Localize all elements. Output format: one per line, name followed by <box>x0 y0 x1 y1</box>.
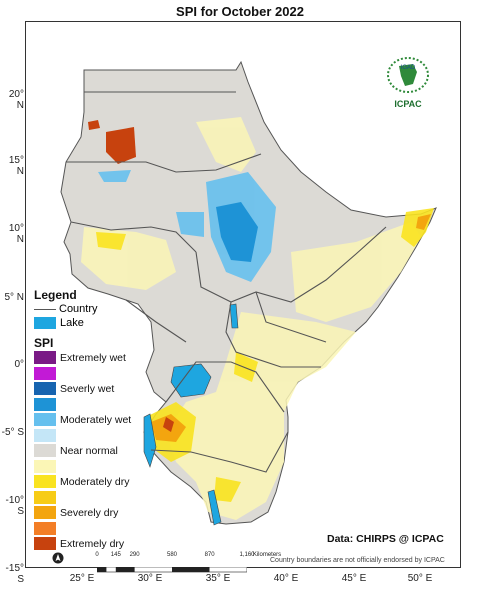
scale-tick-label: 580 <box>166 552 178 558</box>
spi-pale-yellow-zones <box>81 117 421 520</box>
data-source: Data: CHIRPS @ ICPAC <box>327 533 444 545</box>
north-arrow-icon <box>52 552 64 564</box>
spi-class-swatch <box>34 475 56 489</box>
legend-country: Country <box>34 302 166 316</box>
spi-class-row: Moderately dry <box>34 474 166 490</box>
spi-class-swatch <box>34 521 56 535</box>
spi-class-label: Severely dry <box>60 506 119 519</box>
map-frame <box>25 21 461 568</box>
spi-severely-wet-zones <box>216 202 258 262</box>
lat-label: -15° S <box>5 563 24 585</box>
lake-victoria <box>170 363 212 398</box>
logo-label: ICPAC <box>394 99 422 109</box>
logo-org-text: IGAD <box>401 65 416 71</box>
lon-label: 30° E <box>137 573 163 584</box>
legend-lake: Lake <box>34 316 166 330</box>
spi-class-row: Severly wet <box>34 381 166 397</box>
lake-malawi <box>207 489 222 526</box>
spi-class-swatch <box>34 351 56 365</box>
scale-tick-label: 1,160 <box>239 552 255 558</box>
spi-class-label: Moderately dry <box>60 475 130 488</box>
spi-class-swatch <box>34 459 56 473</box>
legend-lake-label: Lake <box>60 317 84 329</box>
lake-swatch <box>34 317 56 329</box>
spi-class-row <box>34 521 166 537</box>
spi-class-row: Near normal <box>34 443 166 459</box>
lat-label: -10° S <box>5 495 24 517</box>
spi-class-label: Severly wet <box>60 382 115 395</box>
lake-tanganyika <box>143 413 157 468</box>
scale-tick-label: 290 <box>129 552 140 558</box>
spi-class-swatch <box>34 382 56 396</box>
spi-class-row <box>34 397 166 413</box>
spi-map <box>60 60 437 526</box>
spi-class-swatch <box>34 428 56 442</box>
igad-logo-icon: IGAD <box>387 57 429 93</box>
spi-class-swatch <box>34 413 56 427</box>
spi-class-row: Moderately wet <box>34 412 166 428</box>
lat-label: 15° N <box>8 155 24 177</box>
lat-label: 5° N <box>4 292 24 303</box>
spi-class-label: Near normal <box>60 444 118 457</box>
map-legend: Legend Country Lake SPI Extremely wet Sev… <box>34 288 166 552</box>
scale-tick-label: 145 <box>110 552 121 558</box>
igad-logo: IGAD ICPAC <box>382 56 434 109</box>
spi-class-label: Extremely dry <box>60 537 125 550</box>
spi-class-row: Extremely dry <box>34 536 166 552</box>
legend-heading: Legend <box>34 288 77 302</box>
lon-label: 45° E <box>341 573 367 584</box>
scale-ticks: 0 145 290 580 870 1,160 Kilometers <box>95 552 281 560</box>
spi-class-row: Extremely wet <box>34 350 166 366</box>
scale-bar-graphic <box>96 566 248 573</box>
spi-class-label: Extremely wet <box>60 351 126 364</box>
spi-class-swatch <box>34 397 56 411</box>
scale-tick-label: 870 <box>204 552 215 558</box>
lat-label: 20° N <box>8 89 24 111</box>
spi-heading: SPI <box>34 336 54 350</box>
lake-turkana <box>229 303 239 329</box>
scale-tick-label: 0 <box>95 552 99 558</box>
lon-label: 25° E <box>69 573 95 584</box>
spi-extremely-dry-zones <box>88 120 174 432</box>
lat-label: 0° <box>14 359 24 370</box>
spi-class-list: Extremely wet Severly wet Moderately wet Ne… <box>34 350 166 552</box>
scale-unit-label: Kilometers <box>252 552 282 558</box>
country-line-icon <box>34 308 56 310</box>
land-area <box>60 60 437 525</box>
lakes <box>143 303 239 526</box>
spi-class-swatch <box>34 366 56 380</box>
spi-class-swatch <box>34 444 56 458</box>
spi-class-row <box>34 366 166 382</box>
spi-class-swatch <box>34 506 56 520</box>
spi-class-label: Moderately wet <box>60 413 132 426</box>
disclaimer: Country boundaries are not officially en… <box>270 557 445 564</box>
lon-label: 35° E <box>205 573 231 584</box>
lat-label: -5° S <box>1 427 24 438</box>
spi-class-swatch <box>34 490 56 504</box>
spi-class-row <box>34 490 166 506</box>
spi-class-row: Severely dry <box>34 505 166 521</box>
spi-class-row <box>34 459 166 475</box>
lat-label: 10° N <box>8 223 24 245</box>
lon-label: 40° E <box>273 573 299 584</box>
lon-label: 50° E <box>407 573 433 584</box>
scale-bar: 0 145 290 580 870 1,160 Kilometers <box>95 552 281 578</box>
spi-class-swatch <box>34 537 56 551</box>
legend-country-label: Country <box>59 303 98 315</box>
spi-class-row <box>34 428 166 444</box>
country-boundaries <box>66 91 387 473</box>
map-title: SPI for October 2022 <box>176 4 304 19</box>
